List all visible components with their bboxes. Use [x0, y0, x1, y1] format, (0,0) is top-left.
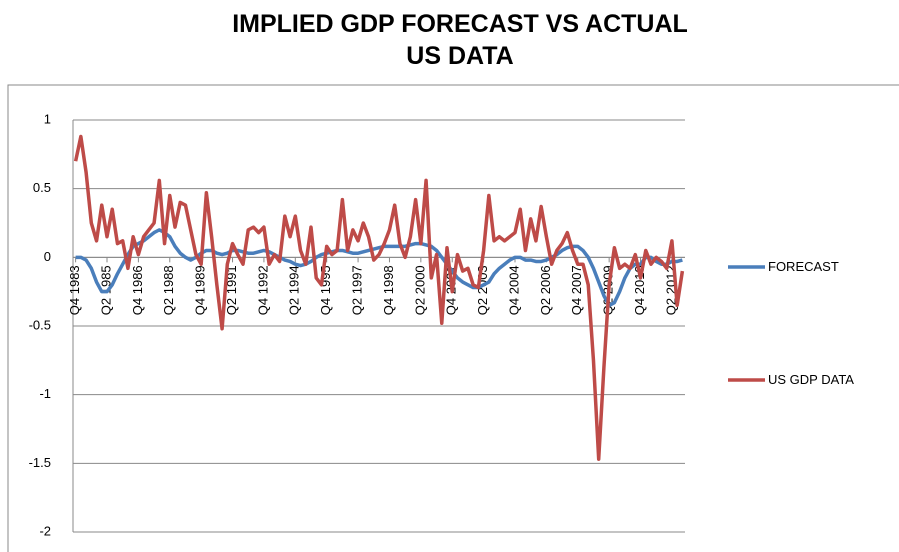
x-tick-label: Q4 2010 [632, 265, 647, 315]
x-tick-label: Q4 2004 [506, 265, 521, 315]
legend-label: FORECAST [768, 259, 839, 274]
legend-label: US GDP DATA [768, 372, 854, 387]
series-line [73, 134, 685, 461]
x-tick-label: Q4 1995 [318, 265, 333, 315]
x-tick-label: Q2 2003 [475, 265, 490, 315]
x-tick-label: Q4 1998 [381, 265, 396, 315]
x-tick-label: Q4 1983 [67, 265, 82, 315]
y-tick-label: -1 [39, 386, 51, 401]
chart-title: IMPLIED GDP FORECAST VS ACTUAL US DATA [232, 10, 688, 70]
x-tick-label: Q4 1992 [255, 265, 270, 315]
y-tick-label: -1.5 [29, 455, 51, 470]
y-tick-label: 1 [44, 111, 51, 126]
x-tick-label: Q4 2007 [569, 265, 584, 315]
x-tick-label: Q2 2000 [412, 265, 427, 315]
y-tick-label: 0.5 [33, 180, 51, 195]
x-tick-label: Q2 1988 [161, 265, 176, 315]
x-tick-label: Q2 1994 [287, 265, 302, 315]
series-line [75, 228, 683, 308]
y-tick-label: -2 [39, 523, 51, 538]
x-tick-label: Q2 1997 [350, 265, 365, 315]
chart-frame [7, 84, 899, 552]
y-tick-label: 0 [44, 249, 51, 264]
y-tick-label: -0.5 [29, 317, 51, 332]
x-tick-label: Q4 1989 [193, 265, 208, 315]
x-tick-label: Q4 1986 [130, 265, 145, 315]
x-tick-label: Q2 2006 [538, 265, 553, 315]
